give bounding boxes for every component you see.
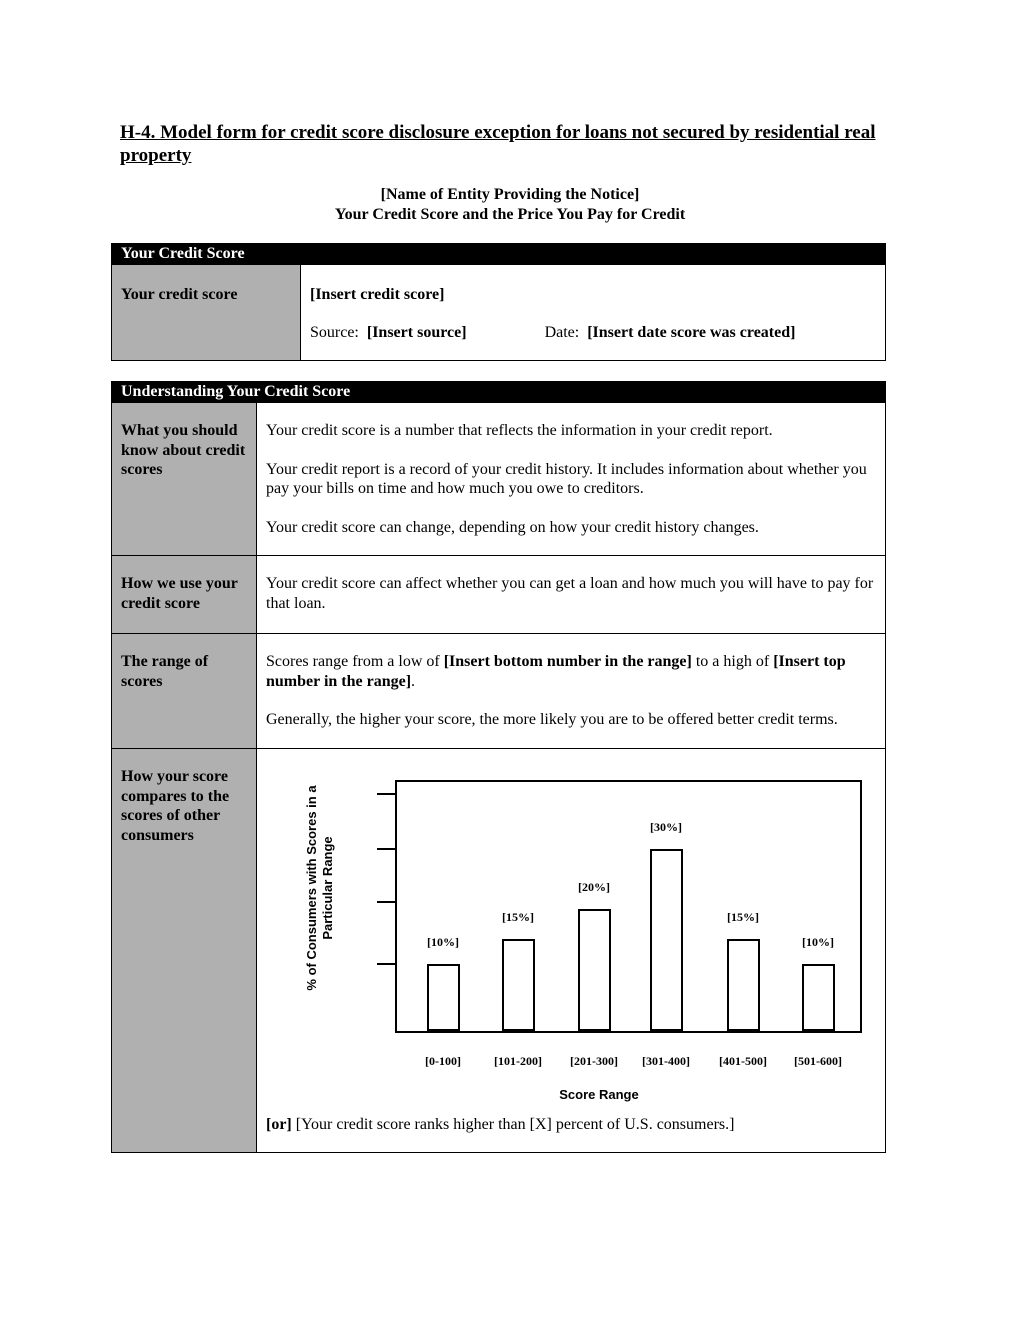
text: to a high of bbox=[691, 653, 774, 670]
source-date: Source: [Insert source] Date: [Insert da… bbox=[310, 323, 876, 343]
bar-data-label: [10%] bbox=[427, 935, 459, 949]
page-title: H-4. Model form for credit score disclos… bbox=[120, 122, 876, 166]
row-label: How your score compares to the scores of… bbox=[111, 748, 257, 1153]
row-content: Your credit score can affect whether you… bbox=[256, 555, 886, 634]
row-label: Your credit score bbox=[111, 264, 301, 361]
bar bbox=[502, 939, 535, 1031]
plot-frame bbox=[395, 780, 862, 1033]
bar-data-label: [15%] bbox=[727, 910, 759, 924]
x-tick-label: [0-100] bbox=[425, 1054, 461, 1068]
row-label: How we use your credit score bbox=[111, 555, 257, 634]
table-header: Understanding Your Credit Score bbox=[111, 381, 886, 403]
bar bbox=[727, 939, 760, 1031]
paragraph: Your credit score is a number that refle… bbox=[266, 422, 773, 439]
bar-data-label: [10%] bbox=[802, 935, 834, 949]
paragraph: Your credit score can affect whether you… bbox=[266, 575, 874, 612]
paragraph: Scores range from a low of [Insert botto… bbox=[266, 652, 876, 691]
row-label: The range of scores bbox=[111, 633, 257, 749]
or-label: [or] bbox=[266, 1115, 292, 1133]
date-label: Date: bbox=[544, 323, 580, 341]
paragraph: Your credit report is a record of your c… bbox=[266, 460, 867, 498]
row-content: [or] [Your credit score ranks higher tha… bbox=[256, 748, 886, 1153]
x-tick-label: [501-600] bbox=[794, 1054, 842, 1068]
row-content: Your credit score is a number that refle… bbox=[256, 402, 886, 556]
table-header: Your Credit Score bbox=[111, 243, 886, 265]
x-axis-label: Score Range bbox=[559, 1087, 638, 1102]
score-value: [Insert credit score] bbox=[310, 286, 445, 303]
row-label: What you should know about credit scores bbox=[111, 402, 257, 556]
paragraph: Generally, the higher your score, the mo… bbox=[266, 711, 838, 728]
text: Scores range from a low of bbox=[266, 653, 444, 670]
top-number: [Insert top number in the range] bbox=[266, 653, 846, 690]
x-tick-label: [201-300] bbox=[570, 1054, 618, 1068]
y-axis-label: % of Consumers with Scores in aParticula… bbox=[304, 785, 335, 991]
credit-score-table: Your Credit Score Your credit score [Ins… bbox=[111, 243, 886, 361]
rank-text: [Your credit score ranks higher than [X]… bbox=[291, 1115, 735, 1133]
bar-data-label: [30%] bbox=[650, 820, 682, 834]
date-value: [Insert date score was created] bbox=[587, 323, 796, 341]
bar-data-label: [20%] bbox=[578, 880, 610, 894]
notice-title: Your Credit Score and the Price You Pay … bbox=[334, 206, 686, 223]
source-label: Source: bbox=[310, 323, 359, 341]
x-tick-label: [101-200] bbox=[494, 1054, 542, 1068]
text: . bbox=[411, 672, 416, 690]
bar bbox=[427, 964, 460, 1031]
score-cell: [Insert credit score] Source: [Insert so… bbox=[300, 264, 886, 361]
bar bbox=[802, 964, 835, 1031]
entity-name: [Name of Entity Providing the Notice] bbox=[380, 186, 640, 203]
bottom-number: [Insert bottom number in the range] bbox=[443, 653, 692, 670]
bar bbox=[578, 909, 611, 1031]
source-value: [Insert source] bbox=[366, 323, 467, 341]
row-content: Scores range from a low of [Insert botto… bbox=[256, 633, 886, 749]
understanding-table: Understanding Your Credit Score What you… bbox=[111, 381, 886, 1153]
bar-data-label: [15%] bbox=[502, 910, 534, 924]
paragraph: Your credit score can change, depending … bbox=[266, 518, 759, 536]
x-tick-label: [301-400] bbox=[642, 1054, 690, 1068]
x-tick-label: [401-500] bbox=[719, 1054, 767, 1068]
bar bbox=[650, 849, 683, 1031]
